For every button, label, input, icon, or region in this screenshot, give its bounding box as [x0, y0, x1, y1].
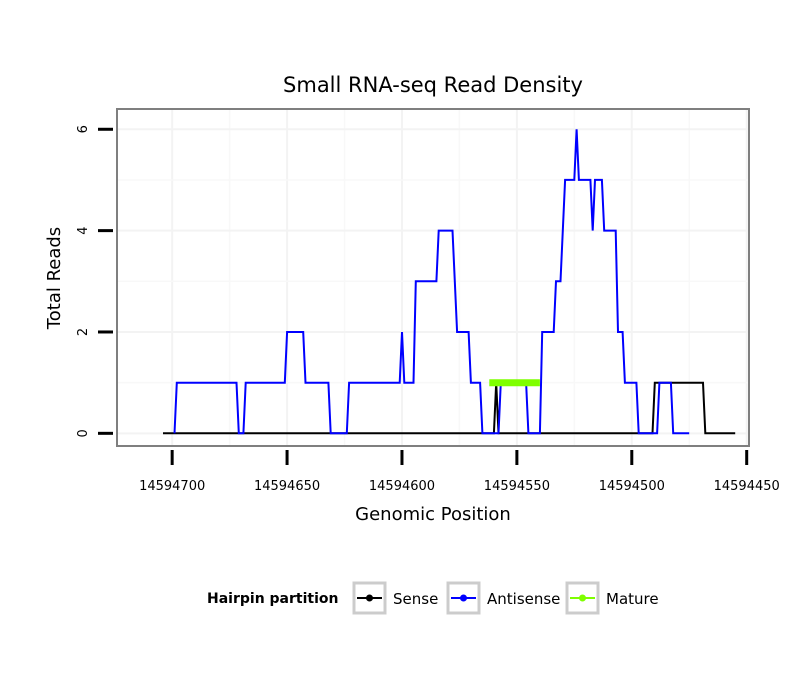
- y-tick-label: 0: [76, 429, 91, 437]
- legend-label: Antisense: [487, 590, 560, 608]
- chart-title: Small RNA-seq Read Density: [283, 73, 583, 97]
- legend-item-antisense: Antisense: [446, 581, 560, 615]
- legend-key-dot: [579, 594, 586, 602]
- series-lines: [163, 129, 736, 435]
- plot-panel-border: [116, 108, 750, 447]
- x-axis-title: Genomic Position: [355, 504, 511, 525]
- x-tick-label: 14594550: [484, 479, 550, 494]
- x-axis: 14594700 14594650 14594600 14594550 14594500…: [139, 450, 780, 494]
- x-tick-label: 14594500: [599, 479, 665, 494]
- y-tick-label: 2: [76, 328, 91, 336]
- x-tick-label: 14594700: [139, 479, 205, 494]
- legend-title: Hairpin partition: [207, 591, 338, 607]
- y-axis: 0 2 4 6: [76, 125, 113, 437]
- y-tick-label: 4: [76, 226, 91, 234]
- plot-panel: [117, 109, 749, 446]
- x-tick-label: 14594600: [369, 479, 435, 494]
- y-tick-label: 6: [76, 125, 91, 133]
- legend-label: Mature: [606, 590, 659, 608]
- legend-key-dot: [366, 594, 373, 602]
- x-tick-label: 14594450: [714, 479, 780, 494]
- series-line-antisense: [173, 129, 690, 435]
- legend-item-sense: Sense: [352, 581, 438, 615]
- y-axis-title: Total Reads: [44, 227, 65, 330]
- legend-key-dot: [460, 594, 467, 602]
- legend-item-mature: Mature: [565, 581, 659, 615]
- legend-label: Sense: [393, 590, 438, 608]
- legend: Hairpin partition Sense Antisense Mature: [207, 581, 659, 615]
- x-tick-label: 14594650: [254, 479, 320, 494]
